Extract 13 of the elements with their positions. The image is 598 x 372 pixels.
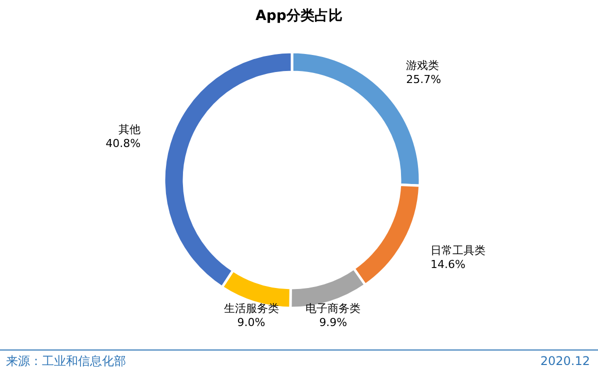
data-label: 9.9% bbox=[319, 316, 348, 329]
data-label: 14.6% bbox=[430, 258, 466, 272]
data-label: 40.8% bbox=[106, 136, 141, 150]
slice-label: 游戏类 bbox=[406, 58, 440, 72]
text: 2020.12 bbox=[540, 354, 590, 368]
slice-label: 生活服务类 bbox=[224, 302, 279, 315]
slice-label: 其他 bbox=[118, 122, 141, 136]
slice-label: 日常工具类 bbox=[430, 244, 486, 258]
source-note: 来源：工业和信息化部 bbox=[6, 354, 126, 368]
chart-title: App分类占比 bbox=[256, 8, 342, 24]
slice-label: 电子商务类 bbox=[306, 302, 361, 315]
data-label: 25.7% bbox=[406, 72, 442, 86]
data-label: 9.0% bbox=[237, 316, 266, 329]
